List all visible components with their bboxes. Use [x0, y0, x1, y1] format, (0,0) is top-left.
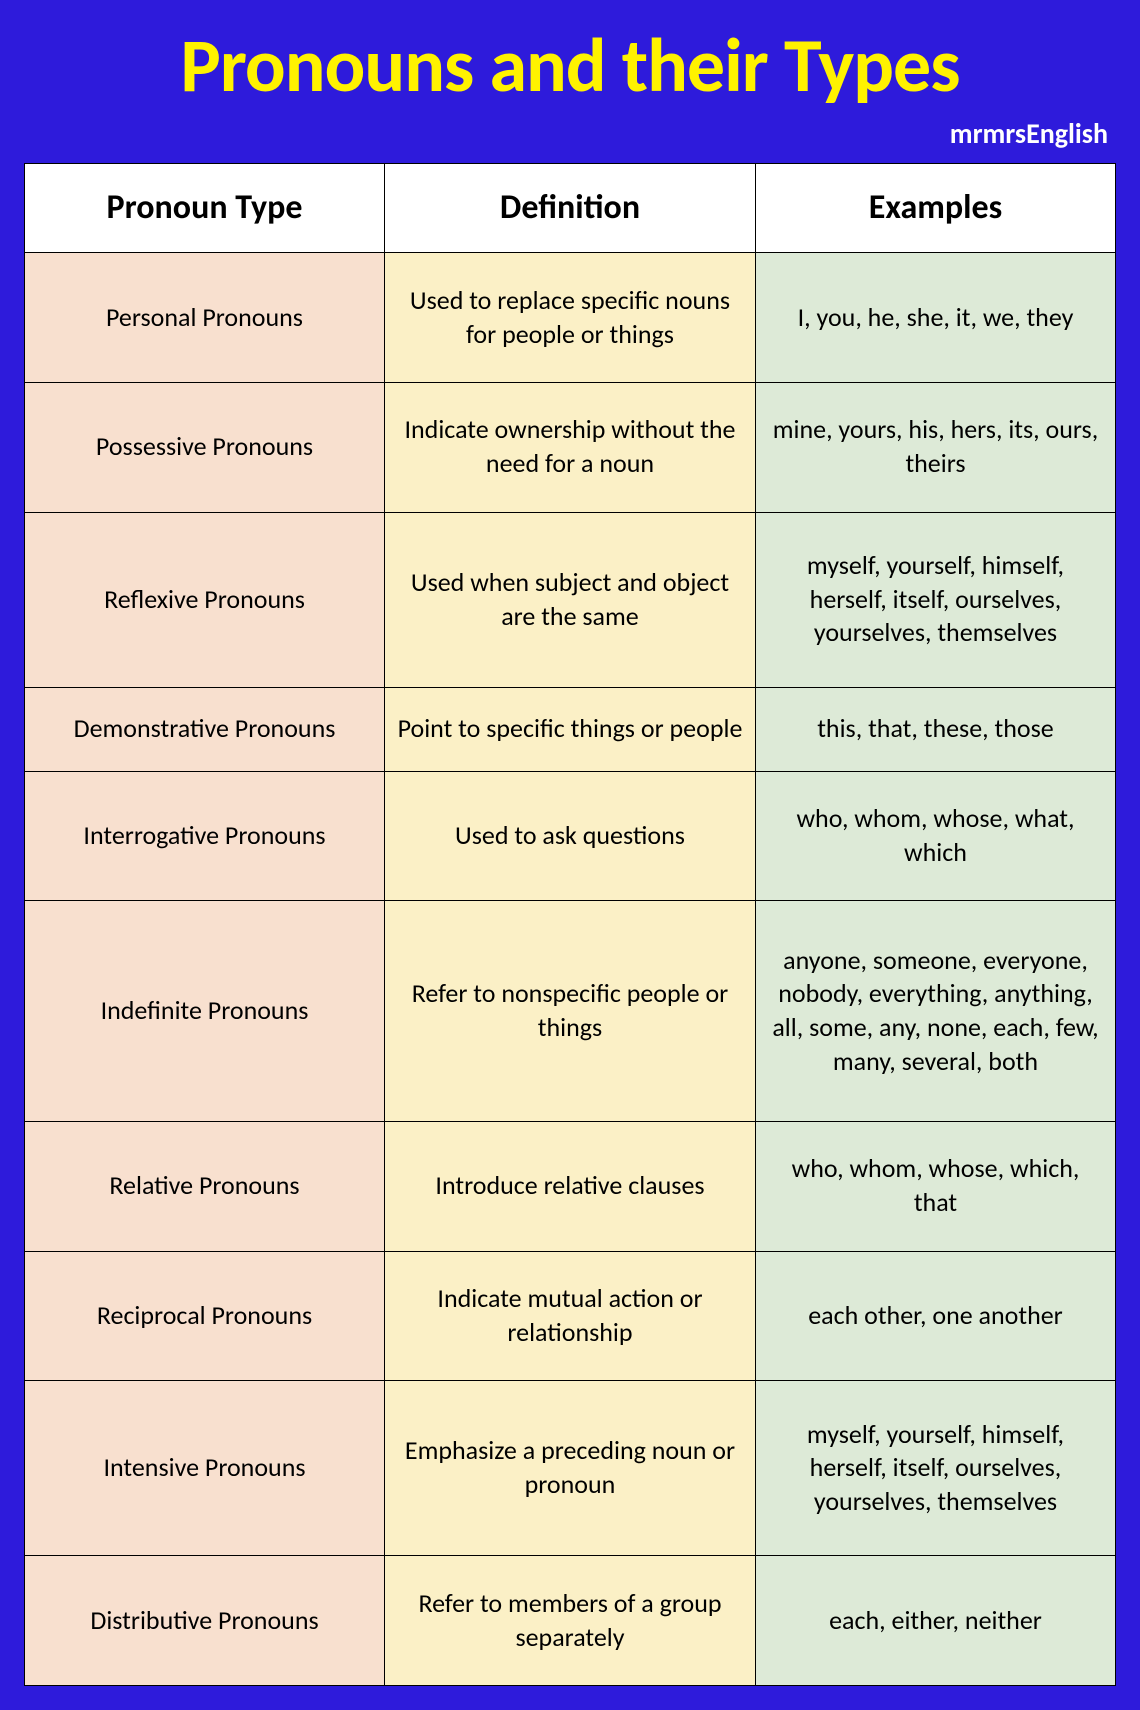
cell-type: Indefinite Pronouns	[25, 901, 385, 1121]
cell-examples: anyone, someone, everyone, nobody, every…	[755, 901, 1115, 1121]
cell-definition: Indicate mutual action or relationship	[385, 1251, 756, 1381]
cell-definition: Used to ask questions	[385, 771, 756, 901]
cell-type: Reciprocal Pronouns	[25, 1251, 385, 1381]
cell-examples: who, whom, whose, what, which	[755, 771, 1115, 901]
cell-type: Distributive Pronouns	[25, 1556, 385, 1686]
cell-definition: Refer to members of a group separately	[385, 1556, 756, 1686]
cell-type: Interrogative Pronouns	[25, 771, 385, 901]
table-row: Indefinite Pronouns Refer to nonspecific…	[25, 901, 1116, 1121]
cell-type: Personal Pronouns	[25, 253, 385, 383]
table-row: Intensive Pronouns Emphasize a preceding…	[25, 1381, 1116, 1556]
table-header-row: Pronoun Type Definition Examples	[25, 164, 1116, 253]
cell-definition: Point to specific things or people	[385, 687, 756, 771]
cell-examples: this, that, these, those	[755, 687, 1115, 771]
table-row: Reciprocal Pronouns Indicate mutual acti…	[25, 1251, 1116, 1381]
page-title: Pronouns and their Types	[24, 20, 1116, 112]
cell-type: Reflexive Pronouns	[25, 512, 385, 687]
header-pronoun-type: Pronoun Type	[25, 164, 385, 253]
pronouns-table: Pronoun Type Definition Examples Persona…	[24, 163, 1116, 1686]
cell-examples: myself, yourself, himself, herself, itse…	[755, 1381, 1115, 1556]
cell-definition: Refer to nonspecific people or things	[385, 901, 756, 1121]
cell-examples: each other, one another	[755, 1251, 1115, 1381]
header-definition: Definition	[385, 164, 756, 253]
table-row: Possessive Pronouns Indicate ownership w…	[25, 382, 1116, 512]
table-body: Personal Pronouns Used to replace specif…	[25, 253, 1116, 1686]
cell-definition: Indicate ownership without the need for …	[385, 382, 756, 512]
cell-examples: each, either, neither	[755, 1556, 1115, 1686]
table-row: Demonstrative Pronouns Point to specific…	[25, 687, 1116, 771]
table-row: Distributive Pronouns Refer to members o…	[25, 1556, 1116, 1686]
page-subtitle: mrmrsEnglish	[24, 116, 1116, 151]
cell-examples: myself, yourself, himself, herself, itse…	[755, 512, 1115, 687]
cell-definition: Used to replace specific nouns for peopl…	[385, 253, 756, 383]
cell-definition: Introduce relative clauses	[385, 1121, 756, 1251]
cell-examples: who, whom, whose, which, that	[755, 1121, 1115, 1251]
cell-definition: Emphasize a preceding noun or pronoun	[385, 1381, 756, 1556]
table-row: Interrogative Pronouns Used to ask quest…	[25, 771, 1116, 901]
cell-type: Intensive Pronouns	[25, 1381, 385, 1556]
cell-examples: mine, yours, his, hers, its, ours, their…	[755, 382, 1115, 512]
cell-definition: Used when subject and object are the sam…	[385, 512, 756, 687]
cell-type: Possessive Pronouns	[25, 382, 385, 512]
table-row: Personal Pronouns Used to replace specif…	[25, 253, 1116, 383]
cell-type: Demonstrative Pronouns	[25, 687, 385, 771]
cell-type: Relative Pronouns	[25, 1121, 385, 1251]
header-examples: Examples	[755, 164, 1115, 253]
table-row: Relative Pronouns Introduce relative cla…	[25, 1121, 1116, 1251]
table-row: Reflexive Pronouns Used when subject and…	[25, 512, 1116, 687]
cell-examples: I, you, he, she, it, we, they	[755, 253, 1115, 383]
